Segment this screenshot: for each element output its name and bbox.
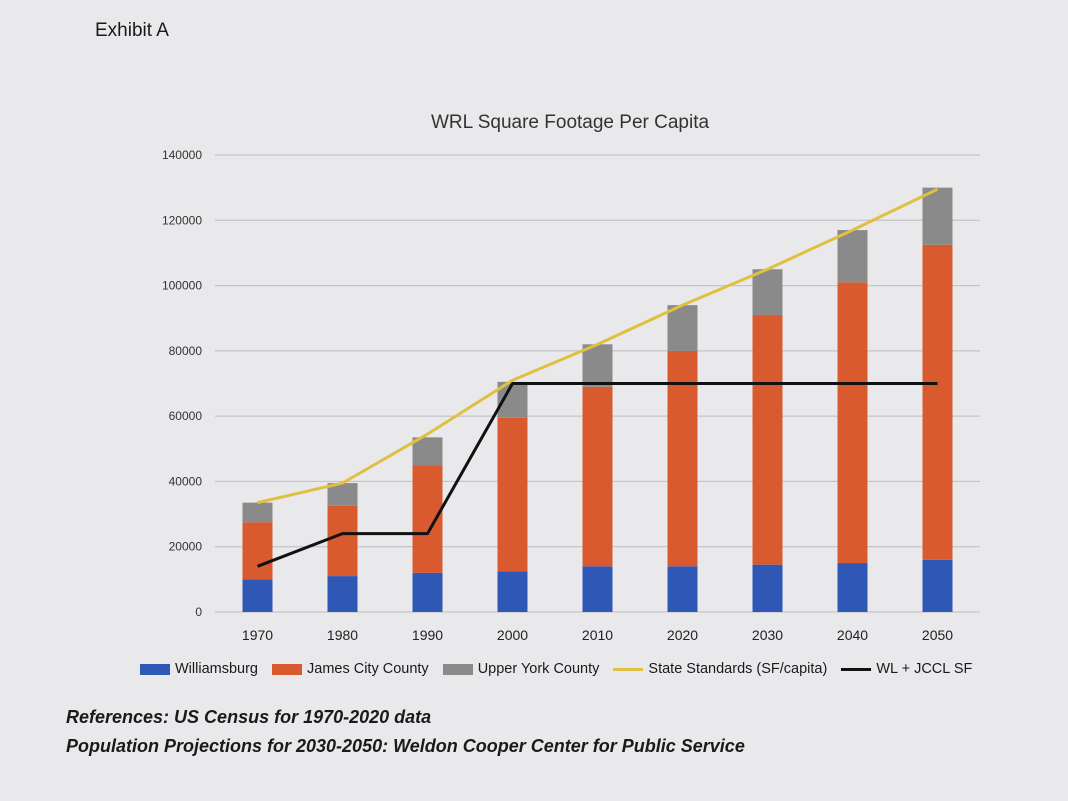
bar-williamsburg-2050 [922,559,953,612]
bar-upper-york-county-2020 [667,305,698,351]
bar-james-city-county-1980 [327,505,358,577]
bar-upper-york-county-1990 [412,437,443,466]
x-tick-label-1980: 1980 [327,627,358,643]
legend-swatch-wl-jccl-sf [841,667,872,671]
bar-james-city-county-2030 [752,314,783,565]
legend-item-upper-york-county: Upper York County [442,661,600,677]
bar-williamsburg-1980 [327,576,358,612]
legend-swatch-upper-york-county [442,663,473,675]
y-tick-label-40000: 40000 [169,474,203,488]
x-tick-label-2010: 2010 [582,627,613,643]
line-wl-jccl-sf [256,382,938,568]
legend-swatch-james-city-county [272,663,302,675]
x-tick-label-2020: 2020 [667,627,698,643]
x-tick-label-2000: 2000 [497,627,528,643]
bar-james-city-county-2050 [922,244,953,560]
bar-upper-york-county-1980 [327,483,358,506]
exhibit-label: Exhibit A [95,20,169,41]
y-tick-label-0: 0 [195,605,202,619]
y-tick-label-20000: 20000 [169,540,203,554]
bar-williamsburg-1970 [242,579,273,612]
reference-census: References: US Census for 1970-2020 data [66,707,432,727]
reference-projections: Population Projections for 2030-2050: We… [66,736,745,756]
legend-swatch-state-standards [613,667,644,671]
bar-upper-york-county-2030 [752,269,783,315]
bar-james-city-county-1990 [412,465,443,573]
bar-james-city-county-1970 [242,522,273,580]
legend-label-williamsburg: Williamsburg [175,661,258,677]
x-axis-ticks: 1970 1980 1990 2000 2010 2020 2030 2040 2050 [242,627,953,643]
legend-item-wl-jccl-sf: WL + JCCL SF [841,661,972,677]
bar-upper-york-county-2040 [837,230,868,283]
bar-james-city-county-2000 [497,417,528,572]
legend-label-james-city-county: James City County [307,661,429,677]
bar-williamsburg-1990 [412,572,443,612]
y-tick-label-120000: 120000 [162,213,202,227]
chart-legend: Williamsburg James City County Upper Yor… [140,661,972,677]
legend-swatch-williamsburg [140,663,170,675]
chart-title: WRL Square Footage Per Capita [431,112,710,133]
bar-upper-york-county-1970 [242,502,273,523]
bar-james-city-county-2020 [667,350,698,567]
bar-williamsburg-2030 [752,564,783,612]
legend-label-state-standards: State Standards (SF/capita) [648,661,828,677]
y-tick-label-140000: 140000 [162,148,202,162]
legend-item-williamsburg: Williamsburg [140,661,258,677]
y-tick-label-100000: 100000 [162,279,202,293]
legend-item-state-standards: State Standards (SF/capita) [613,661,827,677]
bar-williamsburg-2020 [667,566,698,612]
legend-item-james-city-county: James City County [272,661,429,677]
references: References: US Census for 1970-2020 data… [66,703,745,761]
y-axis-ticks: 0 20000 40000 60000 80000 100000 120000 140000 [162,148,202,619]
legend-label-wl-jccl-sf: WL + JCCL SF [876,661,973,677]
x-tick-label-1970: 1970 [242,627,273,643]
bar-upper-york-county-2010 [582,344,613,387]
x-tick-label-2050: 2050 [922,627,953,643]
bar-james-city-county-2010 [582,386,613,567]
x-tick-label-1990: 1990 [412,627,443,643]
line-state-standards-sf-capita- [257,187,939,505]
bar-williamsburg-2000 [497,571,528,612]
bar-williamsburg-2040 [837,563,868,612]
bar-upper-york-county-2050 [922,187,953,245]
bars [242,187,953,612]
bar-williamsburg-2010 [582,566,613,612]
bar-james-city-county-2040 [837,282,868,564]
series-lines [256,187,939,568]
x-tick-label-2040: 2040 [837,627,868,643]
x-tick-label-2030: 2030 [752,627,783,643]
y-tick-label-60000: 60000 [169,409,203,423]
y-tick-label-80000: 80000 [169,344,203,358]
legend-label-upper-york-county: Upper York County [477,661,600,677]
